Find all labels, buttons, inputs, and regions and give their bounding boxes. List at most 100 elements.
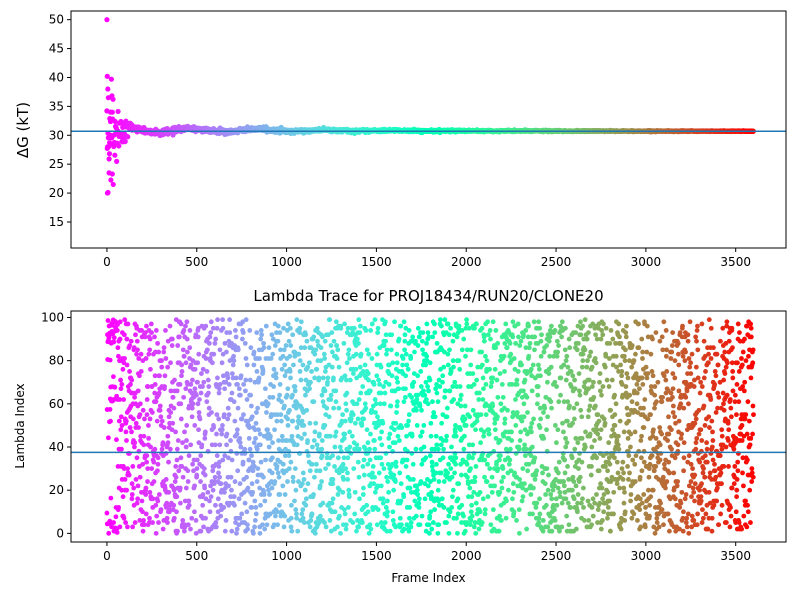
lambda-point bbox=[456, 358, 462, 364]
lambda-point bbox=[578, 500, 584, 506]
lambda-point bbox=[125, 466, 130, 471]
lambda-point bbox=[548, 364, 554, 370]
lambda-point bbox=[356, 524, 362, 530]
lambda-point bbox=[554, 338, 560, 344]
lambda-point bbox=[384, 498, 390, 504]
lambda-point bbox=[424, 321, 430, 327]
lambda-point bbox=[555, 427, 561, 433]
lambda-point bbox=[132, 444, 137, 450]
lambda-point bbox=[133, 332, 138, 338]
lambda-point bbox=[435, 487, 441, 493]
lambda-point bbox=[481, 433, 487, 439]
lambda-point bbox=[268, 433, 273, 439]
lambda-point bbox=[545, 524, 551, 530]
lambda-point bbox=[588, 472, 594, 478]
lambda-point bbox=[472, 325, 477, 331]
lambda-point bbox=[246, 425, 252, 430]
lambda-point bbox=[156, 390, 162, 396]
lambda-point bbox=[619, 369, 625, 374]
lambda-point bbox=[290, 479, 296, 484]
lambda-point bbox=[435, 530, 441, 536]
lambda-point bbox=[523, 328, 529, 333]
lambda-point bbox=[450, 358, 456, 364]
lambda-point bbox=[178, 500, 183, 506]
lambda-point bbox=[453, 461, 459, 467]
lambda-point bbox=[424, 353, 430, 359]
lambda-point bbox=[114, 437, 119, 443]
lambda-point bbox=[388, 403, 394, 409]
lambda-point bbox=[354, 401, 360, 407]
lambda-point bbox=[611, 511, 616, 517]
lambda-point bbox=[183, 386, 189, 392]
lambda-point bbox=[409, 394, 415, 400]
lambda-point bbox=[144, 397, 150, 402]
lambda-point bbox=[449, 444, 454, 450]
lambda-point bbox=[649, 369, 655, 374]
lambda-point bbox=[592, 403, 598, 409]
lambda-point bbox=[231, 399, 237, 405]
lambda-point bbox=[482, 457, 488, 463]
lambda-point bbox=[193, 530, 199, 536]
lambda-point bbox=[531, 319, 537, 325]
lambda-point bbox=[116, 353, 121, 359]
lambda-point bbox=[163, 328, 168, 333]
lambda-point bbox=[401, 399, 407, 405]
lambda-point bbox=[280, 483, 286, 489]
lambda-point bbox=[120, 494, 126, 500]
lambda-point bbox=[538, 373, 543, 379]
lambda-point bbox=[494, 377, 500, 383]
lambda-point bbox=[195, 401, 201, 407]
lambda-point bbox=[118, 386, 124, 392]
lambda-point bbox=[189, 515, 195, 521]
lambda-point bbox=[522, 442, 528, 448]
lambda-point bbox=[445, 470, 450, 476]
lambda-point bbox=[274, 464, 280, 469]
lambda-point bbox=[347, 444, 353, 450]
lambda-point bbox=[328, 392, 334, 398]
lambda-point bbox=[492, 483, 498, 489]
lambda-point bbox=[379, 442, 385, 448]
lambda-point bbox=[507, 457, 513, 463]
lambda-point bbox=[353, 351, 359, 357]
lambda-point bbox=[469, 502, 475, 508]
lambda-point bbox=[377, 382, 383, 387]
lambda-point bbox=[529, 420, 535, 426]
lambda-point bbox=[230, 362, 236, 368]
lambda-point bbox=[248, 392, 254, 398]
lambda-point bbox=[501, 433, 506, 439]
dg-point bbox=[111, 143, 117, 150]
lambda-point bbox=[535, 392, 541, 398]
lambda-point bbox=[235, 347, 241, 353]
lambda-point bbox=[387, 444, 392, 450]
lambda-point bbox=[590, 496, 596, 502]
lambda-point bbox=[447, 347, 452, 353]
lambda-point bbox=[536, 362, 541, 368]
lambda-point bbox=[360, 369, 366, 374]
lambda-point bbox=[215, 375, 220, 381]
lambda-point bbox=[137, 474, 143, 480]
lambda-point bbox=[425, 483, 431, 489]
lambda-point bbox=[275, 338, 281, 344]
lambda-point bbox=[620, 459, 626, 465]
lambda-point bbox=[274, 418, 280, 424]
lambda-point bbox=[202, 435, 208, 441]
lambda-point bbox=[485, 494, 491, 500]
lambda-point bbox=[635, 518, 640, 523]
lambda-point bbox=[588, 349, 594, 355]
lambda-point bbox=[495, 414, 500, 420]
lambda-point bbox=[144, 412, 150, 418]
dg-point bbox=[108, 177, 114, 183]
lambda-point bbox=[587, 403, 593, 409]
lambda-point bbox=[223, 518, 229, 523]
dg-x-ticks: 0 500 1000 1500 2000 2500 3000 3500 bbox=[103, 248, 751, 269]
lambda-point bbox=[366, 377, 371, 383]
lambda-point bbox=[459, 502, 465, 508]
lambda-point bbox=[541, 349, 547, 355]
lambda-point bbox=[263, 457, 268, 463]
lambda-point bbox=[167, 507, 173, 513]
lambda-point bbox=[372, 474, 378, 480]
lambda-point bbox=[497, 453, 503, 459]
lambda-point bbox=[119, 423, 125, 428]
lambda-point bbox=[314, 468, 319, 474]
lambda-point bbox=[374, 351, 380, 357]
